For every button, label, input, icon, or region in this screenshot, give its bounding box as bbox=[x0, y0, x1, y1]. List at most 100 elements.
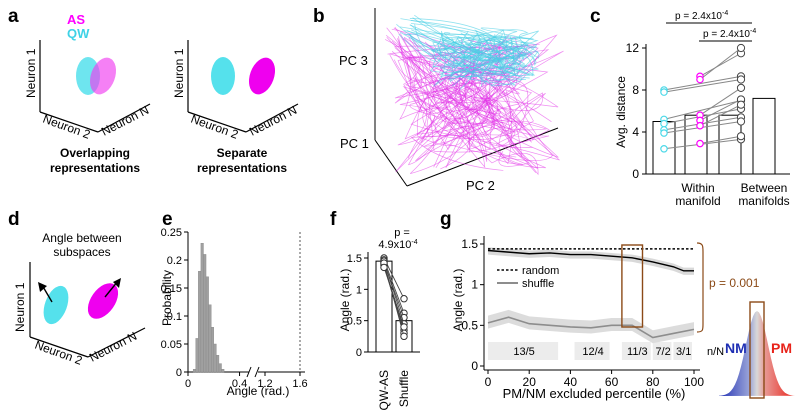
point-between bbox=[736, 83, 746, 93]
series-data bbox=[487, 249, 694, 272]
pair-line bbox=[383, 262, 405, 337]
angle-title-2: subspaces bbox=[53, 245, 110, 259]
chart-e-ytick-label: 0.15 bbox=[161, 283, 182, 295]
pair-line bbox=[699, 47, 742, 80]
axis-break bbox=[246, 366, 252, 378]
nn-label: 12/4 bbox=[582, 346, 603, 358]
chart-f-ytick-label: 1 bbox=[356, 284, 362, 296]
chart-c-ytick-label: 12 bbox=[626, 41, 640, 55]
series-shuffle bbox=[487, 316, 695, 339]
panel-d-label: d bbox=[8, 209, 20, 230]
chart-c-ytick-label: 0 bbox=[632, 167, 639, 181]
axes-3d-d bbox=[29, 262, 146, 358]
caption-overlap-2: representations bbox=[50, 161, 140, 175]
trajectory-qw bbox=[414, 24, 531, 76]
hist-bar bbox=[208, 304, 212, 373]
point-within bbox=[696, 139, 704, 148]
as-ellipse-left bbox=[89, 57, 117, 95]
highlight-box bbox=[621, 244, 644, 328]
pair-line bbox=[699, 135, 742, 145]
pm-label: PM bbox=[771, 340, 792, 356]
trajectory-as bbox=[391, 28, 539, 169]
hist-bar bbox=[192, 369, 196, 373]
chart-c-ytick-label: 4 bbox=[632, 125, 639, 139]
point-qwas bbox=[380, 263, 388, 272]
axis-break bbox=[254, 366, 260, 378]
point-within bbox=[660, 129, 668, 137]
chart-e-ylabel: Probability bbox=[160, 270, 174, 326]
legend-shuffle: shuffle bbox=[522, 278, 554, 290]
pair-line bbox=[699, 99, 742, 121]
axis-neuronN-left: Neuron N bbox=[99, 103, 151, 139]
x-between-2: manifolds bbox=[738, 194, 789, 208]
p-top: p = 2.4x10-4 bbox=[675, 10, 728, 22]
chart-e-ytick-label: 0 bbox=[176, 367, 182, 379]
nn-header: n/N bbox=[707, 346, 724, 358]
legend-as: AS bbox=[67, 12, 85, 27]
hist-bar bbox=[213, 343, 217, 373]
panel-b-label: b bbox=[313, 6, 325, 27]
data-band bbox=[488, 247, 694, 275]
chart-f-ytick-label: 1.5 bbox=[347, 253, 362, 265]
chart-f-p2: 4.9x10-4 bbox=[378, 239, 417, 251]
chart-g-xtick-label: 0 bbox=[485, 375, 492, 389]
panel-c: c 0 4 8 12 Avg. distance p = 2.4x10-4 p = 2… bbox=[590, 6, 790, 208]
pc2-label: PC 2 bbox=[466, 178, 495, 193]
nn-box bbox=[574, 342, 610, 360]
point-within bbox=[660, 145, 668, 153]
nn-label: 7/2 bbox=[655, 346, 670, 358]
axis-neuron1-left: Neuron 1 bbox=[24, 48, 38, 98]
hist-bar bbox=[198, 271, 202, 373]
bar bbox=[718, 114, 742, 175]
panel-d: d Angle between subspaces Neuron 1 Neuro… bbox=[8, 209, 146, 368]
chart-e-ytick-label: 0.25 bbox=[161, 227, 182, 239]
trajectory-qw bbox=[399, 30, 539, 87]
point-within bbox=[696, 75, 704, 84]
panel-e-label: e bbox=[162, 209, 173, 230]
axes-3d-left bbox=[39, 40, 151, 133]
trajectory-as bbox=[386, 27, 550, 167]
chart-e-ytick-label: 0.2 bbox=[167, 255, 182, 267]
pair-line bbox=[663, 75, 742, 91]
x-qwas: QW-AS bbox=[377, 370, 391, 410]
pair-line bbox=[383, 267, 405, 328]
nm-label: NM bbox=[725, 340, 747, 356]
trajectory-qw bbox=[404, 30, 529, 86]
panel-g-label: g bbox=[440, 209, 452, 230]
axis-neuron2-left: Neuron 2 bbox=[41, 112, 92, 142]
chart-c-ytick-label: 8 bbox=[632, 83, 639, 97]
chart-g-xtick-label: 100 bbox=[684, 375, 704, 389]
pair-line bbox=[663, 79, 742, 93]
bar bbox=[752, 97, 776, 175]
pair-line bbox=[383, 260, 405, 324]
hist-bar bbox=[195, 338, 199, 373]
trajectory-qw bbox=[409, 18, 539, 87]
chart-e-ytick-label: 0.1 bbox=[167, 311, 182, 323]
chart-e-xtick-label: 0.4 bbox=[232, 378, 247, 390]
chart-f: 0 0.5 1 1.5 bbox=[347, 252, 420, 359]
chart-g-ytick-label: 0 bbox=[471, 359, 478, 373]
x-within-1: Within bbox=[681, 181, 714, 195]
chart-g-ytick-label: 1 bbox=[471, 278, 478, 292]
chart-c: 0 4 8 12 bbox=[626, 41, 790, 181]
nn-box bbox=[673, 342, 692, 360]
axis-neuron1-d: Neuron 1 bbox=[13, 282, 27, 332]
panel-a: a AS QW Neuron 1 Neuron 2 Neuron N Overl… bbox=[8, 6, 299, 175]
chart-g-ytick-label: 1.5 bbox=[461, 237, 478, 251]
chart-g: 0 0.5 1 1.5 0 20 40 60 80 100 13/5 12/4 11/3 7/2 3/1 n/… bbox=[461, 236, 724, 389]
trajectory-as bbox=[385, 34, 547, 169]
inset-highlight-box bbox=[749, 301, 765, 399]
point-within bbox=[660, 119, 668, 128]
panel-g: g 0 0.5 1 1.5 0 20 40 60 80 100 13/5 12/4 11/3 7/2 3/1… bbox=[440, 209, 795, 401]
nn-label: 13/5 bbox=[513, 346, 534, 358]
chart-g-xtick-label: 40 bbox=[564, 375, 578, 389]
panel-a-label: a bbox=[8, 6, 19, 27]
trajectory-as bbox=[395, 47, 544, 173]
axes-3d-right bbox=[187, 40, 299, 133]
nn-label: 11/3 bbox=[627, 346, 648, 358]
qw-ellipse-d bbox=[43, 285, 69, 325]
panel-c-label: c bbox=[590, 6, 601, 27]
chart-g-ytick-label: 0.5 bbox=[461, 318, 478, 332]
axis-neuronN-d: Neuron N bbox=[87, 329, 139, 365]
